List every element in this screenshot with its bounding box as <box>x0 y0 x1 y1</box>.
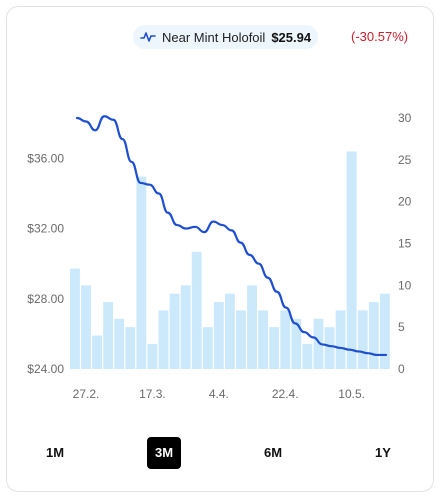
chart-plot: $24.00 $28.00 $32.00 $36.00 0 5 10 15 20 25 30 27.2… <box>27 111 412 401</box>
x-tick-label: 10.5. <box>338 387 365 401</box>
range-button-group: 1M 3M 6M 1Y <box>0 437 441 471</box>
price-line <box>75 115 388 357</box>
volume-bar <box>236 310 246 369</box>
x-tick-label: 4.4. <box>209 387 229 401</box>
volume-bar <box>158 310 169 369</box>
volume-bar <box>70 268 80 369</box>
legend-pill: Near Mint Holofoil $25.94 <box>133 25 319 49</box>
volume-bar <box>213 302 224 369</box>
volume-bar <box>302 343 313 369</box>
volume-bar <box>92 335 103 369</box>
right-tick-label: 25 <box>398 153 412 167</box>
right-tick-label: 0 <box>398 362 405 376</box>
left-tick-label: $32.00 <box>27 222 64 236</box>
legend-change: (-30.57%) <box>351 29 409 44</box>
right-tick-label: 15 <box>398 237 412 251</box>
x-tick-label: 27.2. <box>73 387 100 401</box>
volume-bar <box>136 176 147 369</box>
volume-bar <box>368 302 379 369</box>
price-chart-card <box>6 6 434 492</box>
volume-bar <box>335 310 346 369</box>
legend-price: $25.94 <box>271 29 312 45</box>
left-tick-label: $36.00 <box>27 151 64 165</box>
volume-bar <box>81 285 91 369</box>
range-button-1y[interactable]: 1Y <box>375 445 391 460</box>
range-button-3m[interactable]: 3M <box>147 437 181 469</box>
right-tick-label: 5 <box>398 320 405 334</box>
volume-bar <box>191 251 202 369</box>
volume-bar <box>280 310 291 369</box>
range-button-6m[interactable]: 6M <box>263 445 283 460</box>
volume-bar <box>346 151 357 369</box>
volume-bar <box>258 310 269 369</box>
x-tick-label: 22.4. <box>272 387 299 401</box>
volume-bar <box>379 293 390 369</box>
volume-bar <box>291 318 302 369</box>
right-tick-label: 20 <box>398 195 412 209</box>
volume-bar <box>247 285 257 369</box>
volume-bar <box>224 293 235 369</box>
volume-bar <box>357 310 368 369</box>
range-button-1m[interactable]: 1M <box>45 445 65 460</box>
right-tick-label: 30 <box>398 111 412 125</box>
x-tick-label: 17.3. <box>139 387 166 401</box>
volume-bar <box>169 293 180 369</box>
volume-bar <box>313 318 324 369</box>
volume-bar <box>324 327 335 369</box>
right-tick-label: 10 <box>398 278 412 292</box>
volume-bar <box>125 327 136 369</box>
volume-bar <box>180 285 191 369</box>
volume-bar <box>114 318 125 369</box>
volume-bar <box>147 343 158 369</box>
left-tick-label: $28.00 <box>27 292 64 306</box>
volume-bar <box>202 327 213 369</box>
left-tick-label: $24.00 <box>27 362 64 376</box>
volume-bar <box>269 327 280 369</box>
legend-series-name: Near Mint Holofoil <box>162 29 266 45</box>
volume-bar <box>103 302 114 369</box>
pulse-line-icon <box>140 30 156 44</box>
